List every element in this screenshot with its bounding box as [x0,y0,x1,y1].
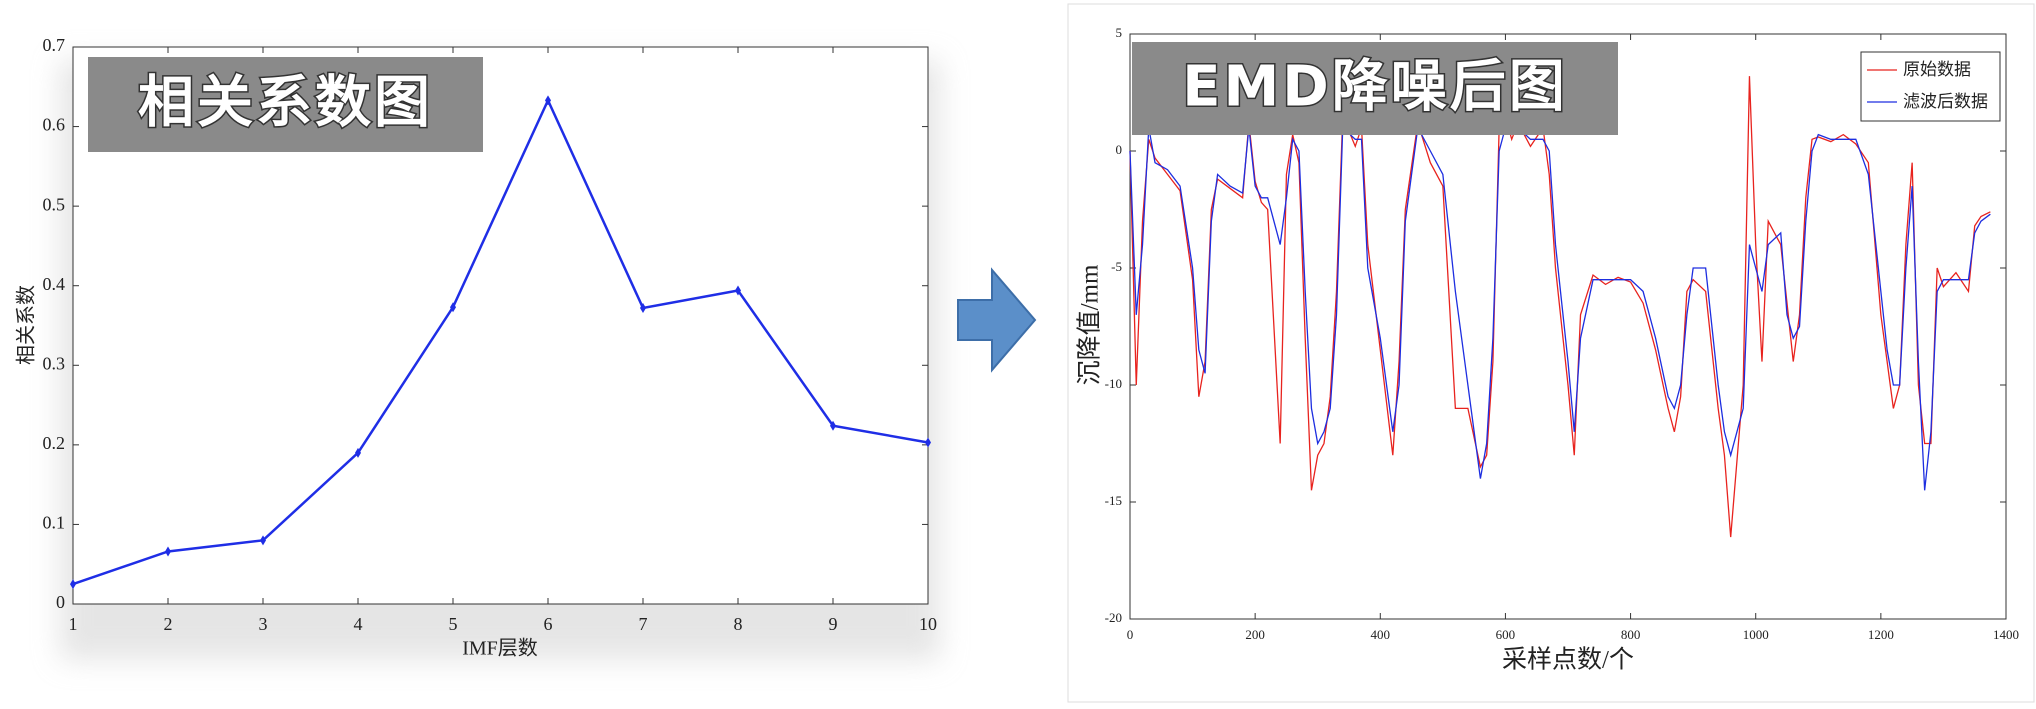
x-tick-label: 9 [829,614,838,634]
y-tick-label: 0.7 [43,35,66,55]
x-tick-label: 8 [734,614,743,634]
x-tick-label: 1200 [1868,627,1894,642]
x-tick-label: 5 [449,614,458,634]
point [450,302,456,313]
legend-label: 滤波后数据 [1903,92,1988,112]
y-tick-label: 0.1 [43,513,66,533]
arrow [957,267,1037,373]
x-tick-label: 200 [1245,627,1265,642]
line [1129,125,1991,491]
y-axis-label: 相关系数 [15,285,38,365]
x-tick-label: 4 [354,614,363,634]
x-tick-label: 7 [639,614,648,634]
y-tick-label: 0.2 [43,433,66,453]
y-tick-label: -5 [1111,259,1122,274]
x-axis-label: IMF层数 [462,637,538,660]
legend-box [1860,51,2001,122]
plot-frame [72,46,929,605]
x-axis-label: 采样点数/个 [1502,646,1634,674]
point [545,95,551,106]
point [355,447,361,458]
x-tick-label: 1 [69,614,78,634]
y-tick-label: 5 [1116,25,1123,40]
plot-frame [1129,33,2007,620]
point [640,302,646,313]
y-tick-label: 0 [1116,142,1123,157]
chart-2: -20 -15 -10 -5 0 5 0 200 400 600 800 1000 1200 1400 沉降… [1076,25,2019,674]
chart-title: 相关系数图 [138,71,433,136]
x-tick-label: 400 [1371,627,1391,642]
chart-1: 0 0.1 0.2 0.3 0.4 0.5 0.6 0.7 1 2 3 4 5 6 7 8 9 10 相关系数 IMF… [15,35,937,659]
line [1129,76,1991,538]
point [70,579,76,590]
x-tick-label: 600 [1496,627,1516,642]
point [260,535,266,546]
point [735,285,741,296]
x-tick-label: 3 [259,614,268,634]
x-tick-label: 1000 [1743,627,1769,642]
title-box [1132,42,1618,135]
x-tick-label: 0 [1127,627,1134,642]
line [72,97,929,586]
x-tick-label: 800 [1621,627,1641,642]
point [165,546,171,557]
title-box [88,57,483,152]
x-tick-label: 10 [919,614,937,634]
y-tick-label: -20 [1105,610,1122,625]
y-tick-label: -10 [1105,376,1122,391]
y-axis-label: 沉降值/mm [1076,264,1104,385]
y-tick-label: -15 [1105,493,1122,508]
legend-label: 原始数据 [1903,60,1971,80]
point [830,420,836,431]
y-tick-label: 0.3 [43,353,66,373]
y-tick-label: 0.4 [43,274,66,294]
y-tick-label: 0 [56,592,65,612]
point [925,437,931,448]
y-tick-label: 0.6 [43,115,66,135]
x-tick-label: 6 [544,614,553,634]
chart-title: EMD降噪后图 [1182,55,1567,120]
y-tick-label: 0.5 [43,194,66,214]
x-tick-label: 1400 [1993,627,2019,642]
x-tick-label: 2 [164,614,173,634]
